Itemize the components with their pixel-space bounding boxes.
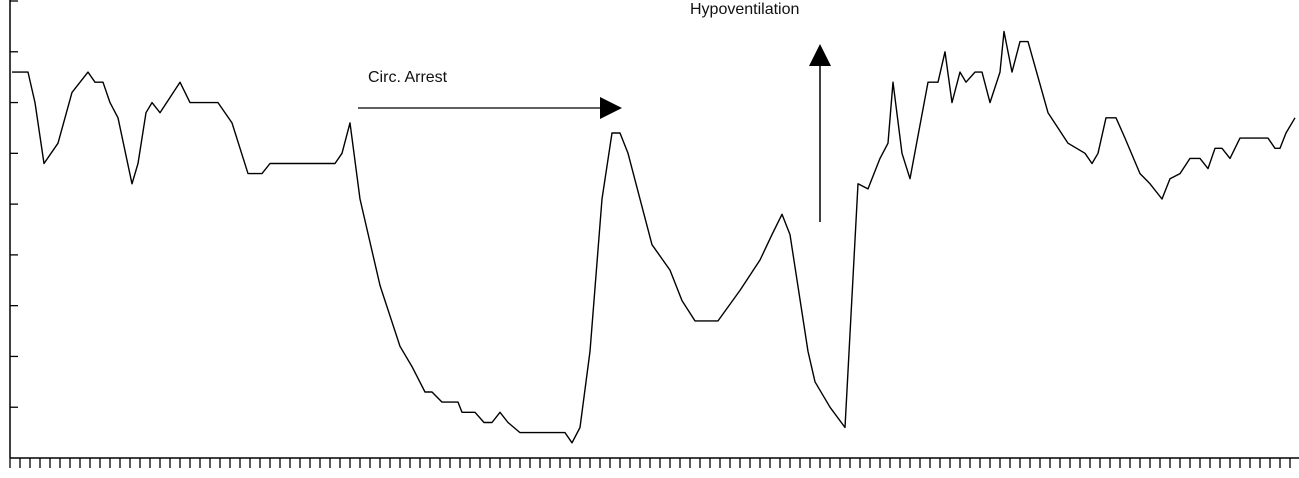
data-line xyxy=(12,30,1296,444)
annotation: Hypoventilation xyxy=(690,1,799,18)
annotation: Circ. Arrest xyxy=(368,69,448,86)
